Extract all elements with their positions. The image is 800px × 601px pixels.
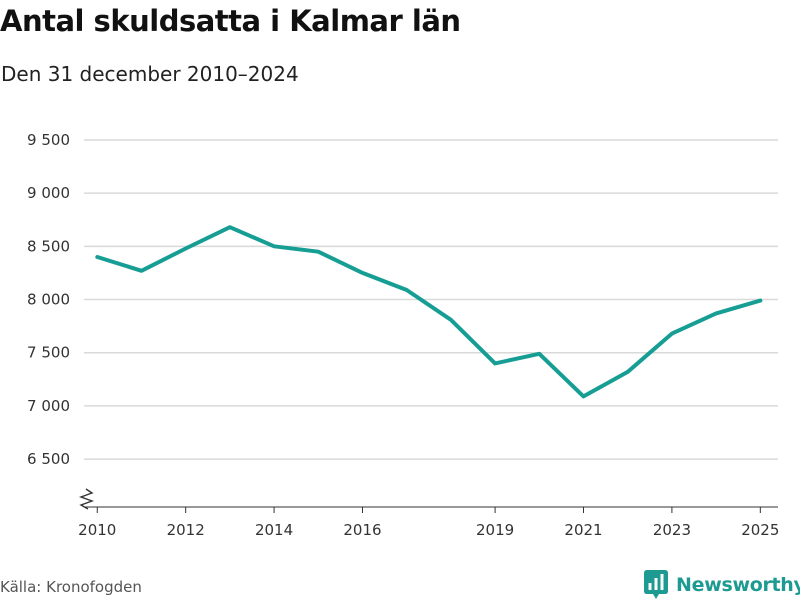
y-tick-label: 8 500 bbox=[27, 237, 70, 255]
y-tick-label: 8 000 bbox=[27, 291, 70, 309]
x-tick-label: 2025 bbox=[741, 521, 779, 539]
chart-title: Antal skuldsatta i Kalmar län bbox=[0, 4, 461, 38]
y-tick-label: 9 000 bbox=[27, 184, 70, 202]
brand-logo[interactable]: Newsworthy bbox=[644, 569, 800, 601]
x-tick-label: 2019 bbox=[476, 521, 514, 539]
x-tick-label: 2016 bbox=[343, 521, 381, 539]
y-tick-label: 7 500 bbox=[27, 344, 70, 362]
x-tick-label: 2023 bbox=[653, 521, 691, 539]
chart-subtitle: Den 31 december 2010–2024 bbox=[1, 62, 299, 86]
y-tick-label: 9 500 bbox=[27, 131, 70, 149]
axis-break-icon bbox=[78, 488, 95, 510]
x-tick-label: 2012 bbox=[167, 521, 205, 539]
gridlines bbox=[84, 139, 778, 460]
x-tick-label: 2010 bbox=[78, 521, 116, 539]
series-line bbox=[95, 225, 763, 399]
y-tick-label: 7 000 bbox=[27, 397, 70, 415]
x-tick-label: 2021 bbox=[564, 521, 602, 539]
x-tick-label: 2014 bbox=[255, 521, 293, 539]
data-points bbox=[95, 225, 762, 398]
brand-name: Newsworthy bbox=[676, 574, 800, 596]
x-axis-ticks: 2010 2012 2014 2016 2019 2021 2023 2025 bbox=[78, 507, 779, 539]
axis-break-zigzag bbox=[78, 488, 95, 510]
newsworthy-logo-icon bbox=[644, 570, 668, 599]
source-note: Källa: Kronofogden bbox=[0, 578, 142, 596]
y-axis-tick-labels: 6 500 7 000 7 500 8 000 8 500 9 000 9 500 bbox=[27, 131, 70, 468]
y-tick-label: 6 500 bbox=[27, 450, 70, 468]
line-chart: 6 500 7 000 7 500 8 000 8 500 9 000 9 500 2010… bbox=[27, 131, 779, 539]
